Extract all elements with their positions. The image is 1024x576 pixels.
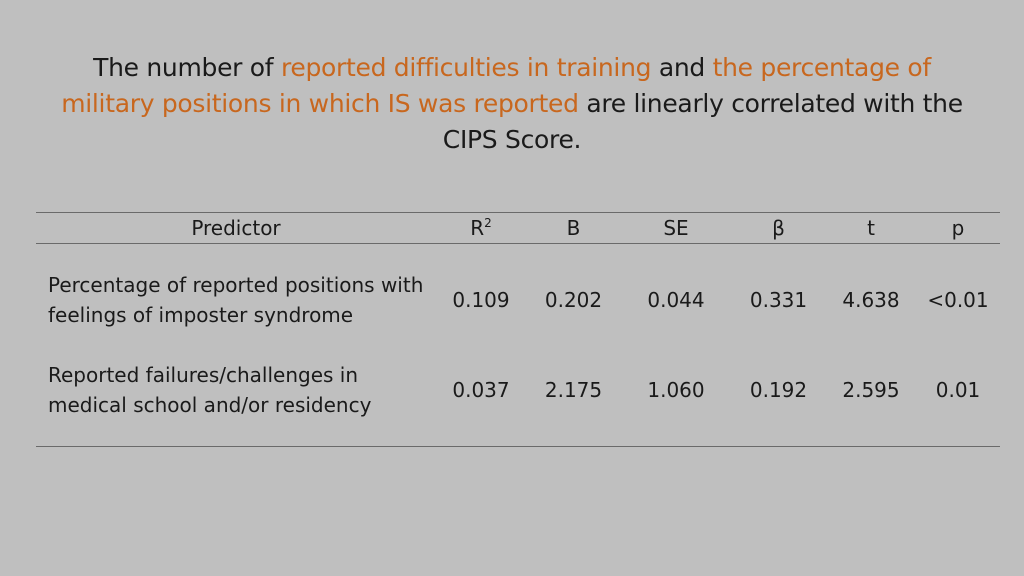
row-beta: 0.192 — [749, 378, 808, 402]
title-text-1: The number of — [93, 53, 281, 82]
row-se: 0.044 — [647, 288, 705, 312]
slide-title: The number of reported difficulties in t… — [60, 50, 964, 158]
title-highlight-1: reported difficulties in training — [280, 53, 652, 82]
header-se: SE — [621, 212, 731, 244]
row-p: 0.01 — [935, 378, 981, 402]
table-row: Reported failures/challenges in medical … — [36, 360, 1000, 420]
row-predictor: Reported failures/challenges in medical … — [48, 363, 372, 417]
title-highlight-2: the percentage of military positions in … — [61, 53, 931, 118]
header-b: B — [526, 212, 621, 244]
row-t: 4.638 — [842, 288, 900, 312]
header-r-squared: R2 — [436, 212, 526, 244]
row-se: 1.060 — [647, 378, 705, 402]
row-t: 2.595 — [842, 378, 900, 402]
row-predictor: Percentage of reported positions with fe… — [48, 273, 424, 327]
row-p: <0.01 — [927, 288, 989, 312]
title-text-3: are linearly correlated with the CIPS Sc… — [442, 89, 963, 154]
header-r-label: R — [470, 216, 485, 240]
row-beta: 0.331 — [749, 288, 808, 312]
header-beta: β — [731, 212, 826, 244]
header-r-superscript: 2 — [484, 216, 492, 230]
row-b: 0.202 — [544, 288, 603, 312]
header-row: Predictor R2 B SE β t p — [36, 212, 1000, 244]
table-row: Percentage of reported positions with fe… — [36, 270, 1000, 330]
title-text-2: and — [651, 53, 713, 82]
regression-table: Predictor R2 B SE β t p Percentage of re… — [36, 212, 1000, 447]
header-p: p — [916, 212, 1000, 244]
header-t: t — [826, 212, 916, 244]
row-r-squared: 0.037 — [452, 378, 510, 402]
header-predictor: Predictor — [36, 212, 436, 244]
row-b: 2.175 — [544, 378, 603, 402]
row-r-squared: 0.109 — [452, 288, 510, 312]
